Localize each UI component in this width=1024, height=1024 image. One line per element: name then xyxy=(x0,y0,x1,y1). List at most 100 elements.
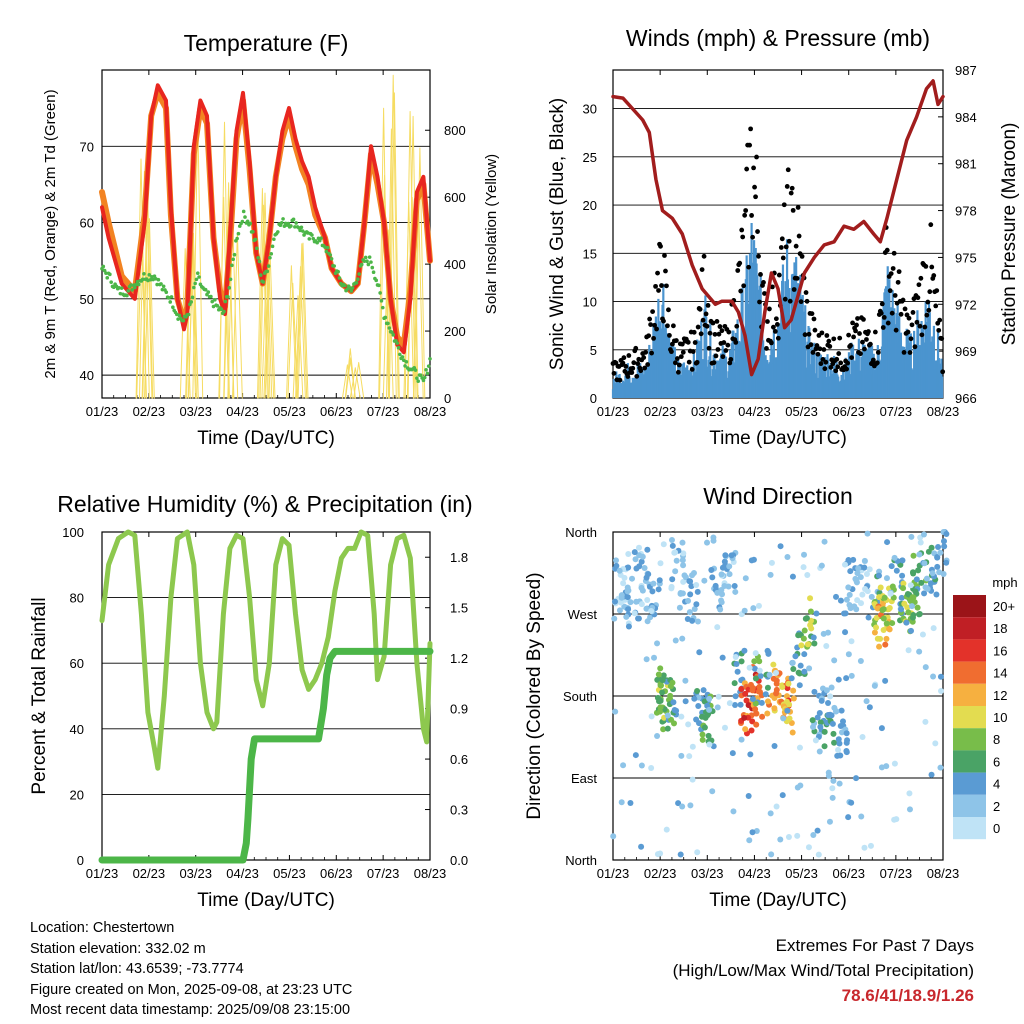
dir-xtick-label: 05/23 xyxy=(785,866,818,881)
winds-gust-point xyxy=(744,166,750,172)
dir-point xyxy=(877,584,884,591)
dir-point xyxy=(801,651,808,658)
dir-point xyxy=(657,704,664,711)
winds-gust-point xyxy=(721,340,727,345)
winds-gust-point xyxy=(626,353,632,358)
winds-gust-point xyxy=(905,329,911,335)
winds-gust-point xyxy=(818,361,824,367)
dir-point xyxy=(749,695,756,702)
winds-y2label: Station Pressure (Maroon) xyxy=(999,123,1020,346)
winds-gust-point xyxy=(756,253,761,259)
dir-point xyxy=(937,687,944,694)
dir-point xyxy=(741,607,748,614)
dir-point xyxy=(916,551,923,558)
temp-dewpoint-point xyxy=(222,309,226,314)
winds-gust-point xyxy=(625,374,631,379)
dir-point xyxy=(747,751,754,758)
dir-point xyxy=(719,591,726,598)
dir-point xyxy=(663,826,670,833)
rh-axes: 01/23 02/23 03/23 04/23 05/23 06/23 07/23 08/23… xyxy=(29,491,473,911)
temp-dewpoint-point xyxy=(319,236,323,240)
dir-point xyxy=(632,556,639,563)
dir-point xyxy=(756,683,763,690)
temp-dewpoint-point xyxy=(349,289,354,293)
dir-point xyxy=(886,626,893,633)
dir-point xyxy=(752,700,759,707)
rh-y2tick-label: 1.2 xyxy=(450,651,468,666)
winds-gust-point xyxy=(806,331,812,337)
dir-point xyxy=(908,627,915,634)
winds-gust-point xyxy=(857,331,862,336)
winds-y2tick-label: 966 xyxy=(955,391,977,406)
dir-point xyxy=(843,748,850,755)
dir-point xyxy=(786,715,793,722)
winds-gust-point xyxy=(701,253,707,259)
dir-point xyxy=(857,657,864,664)
temp-dewpoint-point xyxy=(231,257,235,262)
rh-y2tick-label: 0.9 xyxy=(450,702,468,717)
temp-dewpoint-point xyxy=(359,262,364,267)
dir-point xyxy=(788,675,795,682)
dir-point xyxy=(858,813,865,820)
dir-point xyxy=(750,605,757,612)
dir-point xyxy=(686,578,693,585)
dir-point xyxy=(848,638,855,645)
extremes-title: Extremes For Past 7 Days xyxy=(775,936,974,955)
winds-ylabel: Sonic Wind & Gust (Blue, Black) xyxy=(547,98,568,370)
winds-gust-point xyxy=(665,323,670,329)
temp-dewpoint-point xyxy=(125,293,129,298)
winds-gust-point xyxy=(888,271,894,277)
winds-gust-point xyxy=(686,359,692,365)
temp-dewpoint-point xyxy=(248,221,253,226)
dir-colorbar-title: mph xyxy=(992,575,1017,590)
winds-gust-point xyxy=(780,255,786,261)
winds-gust-point xyxy=(820,356,826,362)
winds-gust-point xyxy=(773,316,779,322)
dir-point xyxy=(656,577,663,584)
dir-point xyxy=(873,614,880,621)
dir-point xyxy=(699,736,706,743)
temp-dewpoint-point xyxy=(156,277,161,282)
winds-gust-point xyxy=(849,355,854,361)
dir-point xyxy=(638,762,645,769)
winds-gust-point xyxy=(850,320,855,326)
winds-gust-point xyxy=(711,360,717,366)
dir-point xyxy=(631,549,638,556)
dir-point xyxy=(654,851,661,858)
dir-point xyxy=(921,590,928,597)
dir-point xyxy=(624,588,631,595)
winds-gust-point xyxy=(716,331,722,337)
temp-dewpoint-point xyxy=(428,357,432,361)
dir-point xyxy=(889,583,896,590)
dir-point xyxy=(620,580,627,587)
dir-colorbar-label: 8 xyxy=(993,732,1000,747)
temp-dewpoint-point xyxy=(378,291,382,295)
winds-gust-point xyxy=(789,185,795,191)
dir-point xyxy=(891,554,898,561)
winds-gust-point xyxy=(836,351,842,356)
dir-point xyxy=(882,641,889,648)
temp-dewpoint-point xyxy=(336,269,340,274)
winds-gust-point xyxy=(808,342,814,348)
dir-point xyxy=(752,706,759,713)
winds-gust-point xyxy=(868,341,873,347)
winds-gust-point xyxy=(720,354,726,360)
dir-point xyxy=(792,653,799,660)
winds-gust-point xyxy=(666,307,671,313)
winds-gust-point xyxy=(835,364,841,370)
temp-xtick-label: 08/23 xyxy=(414,404,447,419)
temp-dewpoint-point xyxy=(104,271,108,275)
temp-dewpoint-point xyxy=(281,217,285,221)
dir-colorbar-label: 12 xyxy=(993,688,1007,703)
winds-gust-point xyxy=(680,349,686,355)
temp-dewpoint-point xyxy=(210,299,215,304)
winds-gust-point xyxy=(689,367,695,372)
winds-gust-point xyxy=(710,320,716,326)
dir-point xyxy=(873,624,880,631)
rh-y2tick-label: 1.8 xyxy=(450,550,468,565)
winds-gust-point xyxy=(649,350,655,356)
temp-dewpoint-point xyxy=(279,221,284,225)
dir-point xyxy=(718,571,725,578)
winds-gust-point xyxy=(862,346,867,352)
dir-point xyxy=(741,647,748,654)
